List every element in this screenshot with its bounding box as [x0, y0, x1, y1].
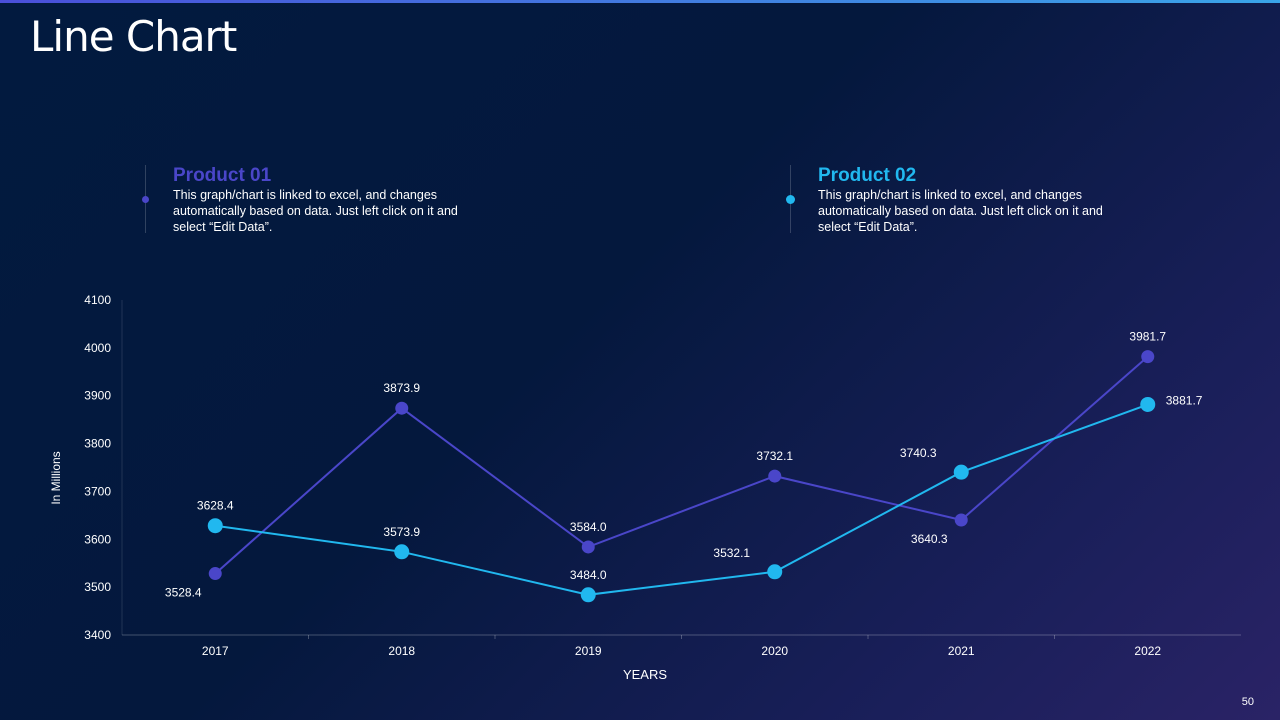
page-title: Line Chart: [30, 12, 237, 61]
legend-description: This graph/chart is linked to excel, and…: [818, 188, 1103, 234]
data-label-s1-2017: 3528.4: [165, 586, 202, 600]
x-tick-label: 2021: [948, 644, 975, 658]
data-point-s2-2018: [394, 544, 410, 560]
data-point-s2-2022: [1140, 396, 1156, 412]
y-tick-label: 3700: [84, 484, 111, 498]
x-tick-label: 2022: [1134, 644, 1161, 658]
data-point-s1-2020: [768, 469, 782, 483]
data-label-s2-2018: 3573.9: [383, 525, 420, 539]
x-tick-label: 2018: [388, 644, 415, 658]
y-tick-label: 4100: [84, 293, 111, 307]
y-tick-label: 3600: [84, 532, 111, 546]
data-point-s1-2018: [395, 401, 409, 415]
data-point-s1-2017: [208, 567, 222, 581]
legend-name: Product 01: [173, 165, 272, 186]
data-point-s2-2021: [953, 464, 969, 480]
y-axis-title: In Millions: [49, 451, 63, 504]
data-label-s1-2018: 3873.9: [383, 381, 420, 395]
data-point-s2-2020: [767, 564, 783, 580]
data-point-s2-2017: [207, 518, 223, 534]
data-label-s2-2017: 3628.4: [197, 499, 234, 513]
legend-marker-icon: [142, 196, 149, 203]
data-label-s2-2019: 3484.0: [570, 568, 607, 582]
data-label-s2-2022: 3881.7: [1166, 393, 1203, 407]
data-label-s1-2022: 3981.7: [1129, 330, 1166, 344]
data-label-s2-2020: 3532.1: [713, 546, 750, 560]
y-tick-label: 3400: [84, 628, 111, 642]
page-number: 50: [1241, 696, 1254, 708]
legend-product-02: Product 02 This graph/chart is linked to…: [786, 165, 1128, 235]
data-label-s1-2021: 3640.3: [911, 532, 948, 546]
y-tick-label: 4000: [84, 341, 111, 355]
legend-product-01: Product 01 This graph/chart is linked to…: [142, 165, 483, 235]
y-tick-label: 3800: [84, 437, 111, 451]
data-label-s1-2020: 3732.1: [756, 449, 793, 463]
x-tick-label: 2017: [202, 644, 229, 658]
series-line-2: [215, 403, 1149, 596]
x-axis-title: YEARS: [623, 667, 667, 682]
data-label-s1-2019: 3584.0: [570, 520, 607, 534]
legend-marker-icon: [786, 195, 795, 204]
data-point-s1-2022: [1141, 350, 1155, 364]
data-point-s1-2019: [581, 540, 595, 554]
x-tick-label: 2020: [761, 644, 788, 658]
x-tick-label: 2019: [575, 644, 602, 658]
data-point-s1-2021: [954, 513, 968, 527]
legend-description: This graph/chart is linked to excel, and…: [173, 188, 458, 234]
y-tick-label: 3900: [84, 389, 111, 403]
data-label-s2-2021: 3740.3: [900, 446, 937, 460]
top-accent-strip: [0, 0, 1280, 3]
y-tick-label: 3500: [84, 580, 111, 594]
data-point-s2-2019: [580, 587, 596, 603]
legend-name: Product 02: [818, 165, 917, 186]
series-line-1: [214, 355, 1149, 575]
